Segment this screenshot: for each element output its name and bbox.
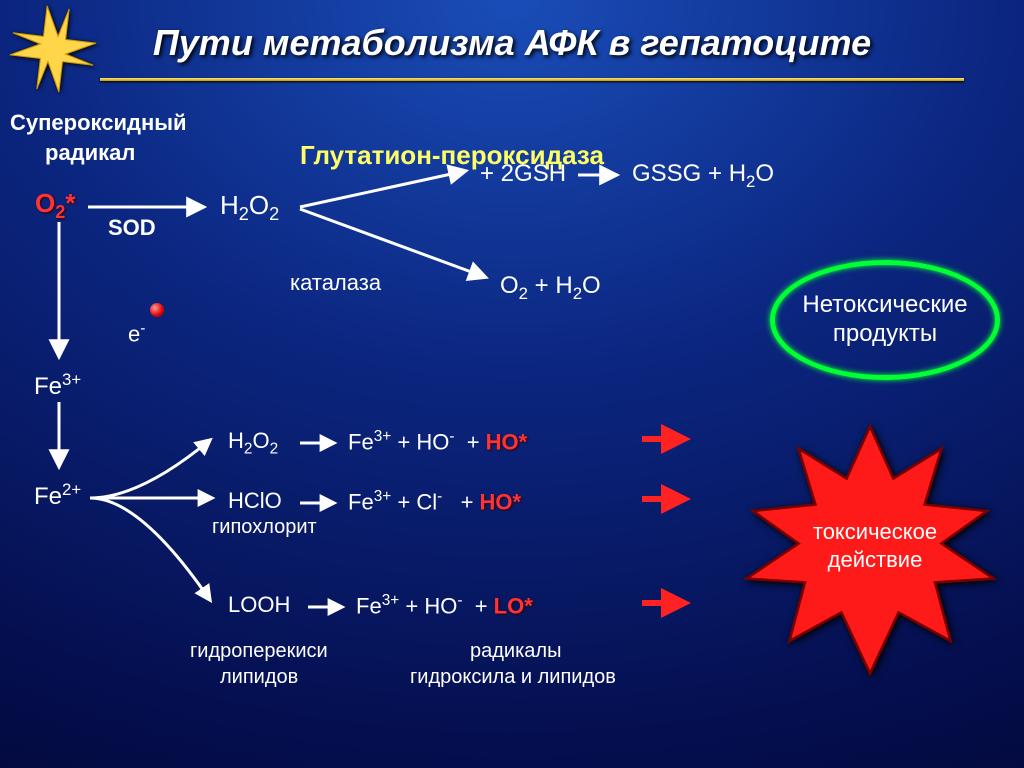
catalase-label: каталаза [290, 270, 381, 296]
arrow-down1 [52, 222, 66, 362]
gssg-label: GSSG + H2O [632, 160, 774, 192]
fe3-label: Fe3+ [34, 370, 81, 401]
lipid-peroxides-2: липидов [220, 666, 298, 689]
fe2-label: Fe2+ [34, 480, 81, 511]
sod-label: SOD [108, 215, 156, 241]
r1-left: H2O2 [228, 428, 278, 458]
red-arrow-3 [642, 594, 692, 612]
r2-left: HClO [228, 488, 282, 514]
radicals-2: гидроксила и липидов [410, 666, 616, 689]
nontoxic-line2: продукты [833, 320, 937, 349]
r2-arrow [300, 496, 340, 510]
nontoxic-line1: Нетоксические [802, 291, 967, 320]
electron-dot-icon [150, 303, 164, 317]
o2-star: O2* [35, 188, 75, 223]
title-underline [100, 78, 964, 81]
red-arrow-2 [642, 490, 692, 508]
hypochlorite-label: гипохлорит [212, 516, 317, 539]
toxic-line2: действие [805, 546, 945, 574]
superoxide-hdr1: Супероксидный [10, 110, 187, 136]
lipid-peroxides-1: гидроперекиси [190, 640, 328, 663]
r2-right: Fe3+ + Cl- + HO* [348, 488, 521, 515]
h2o2-top: H2O2 [220, 190, 279, 225]
electron-label: e- [128, 320, 145, 347]
arrow-down2 [52, 402, 66, 472]
toxic-line1: токсическое [805, 518, 945, 546]
r3-right: Fe3+ + HO- + LO* [356, 592, 533, 619]
red-arrow-1 [642, 430, 692, 448]
o2-h2o: O2 + H2O [500, 272, 601, 304]
toxic-text: токсическое действие [805, 518, 945, 573]
nontoxic-ellipse: Нетоксические продукты [770, 260, 1000, 380]
arrow-gsh-gssg [578, 168, 622, 182]
gsh-label: + 2GSH [480, 160, 566, 188]
r1-right: Fe3+ + HO- + HO* [348, 428, 527, 455]
superoxide-hdr2: радикал [45, 140, 135, 166]
r3-arrow [308, 600, 348, 614]
arrow-sod [88, 200, 208, 212]
page-title: Пути метаболизма АФК в гепатоците [0, 22, 1024, 64]
radicals-1: радикалы [470, 640, 561, 663]
r3-left: LOOH [228, 592, 290, 618]
branch-curves [90, 430, 220, 630]
r1-arrow [300, 436, 340, 450]
